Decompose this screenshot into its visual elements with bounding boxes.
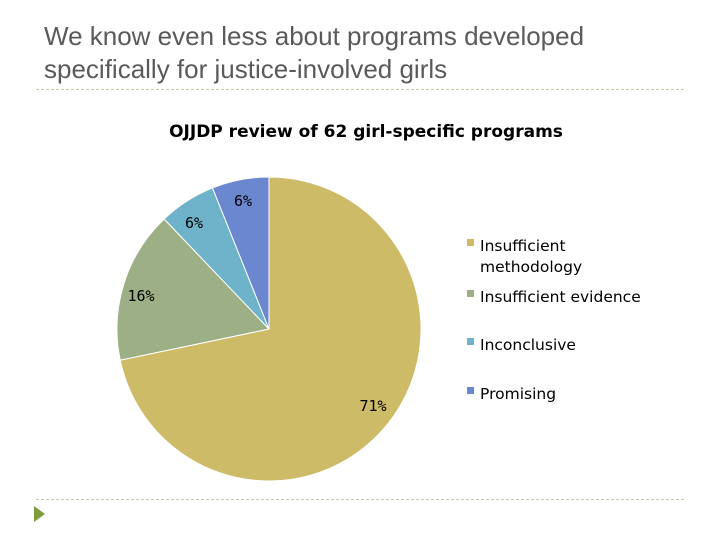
legend-swatch-promising xyxy=(467,387,474,394)
data-label-insufficient-methodology: 71% xyxy=(359,397,386,415)
slide-heading: We know even less about programs develop… xyxy=(44,20,684,86)
slide-heading-line2: specifically for justice-involved girls xyxy=(44,54,448,84)
legend-swatch-inconclusive xyxy=(467,338,474,345)
chart-title: OJJDP review of 62 girl-specific program… xyxy=(169,122,563,142)
legend-label-insufficient-evidence: Insufficient evidence xyxy=(480,288,641,306)
pie-slice-promising xyxy=(211,176,270,330)
legend-label-promising: Promising xyxy=(480,385,556,403)
legend-label-insufficient-methodology: Insufficient methodology xyxy=(480,237,582,276)
legend-swatch-insufficient-methodology xyxy=(467,239,474,246)
heading-divider xyxy=(36,89,684,90)
pie-slice-insufficient-methodology xyxy=(119,176,422,482)
bullet-arrow-icon xyxy=(34,506,45,522)
pie-slices xyxy=(116,176,422,482)
chart-legend: Insufficient methodology Insufficient evid… xyxy=(467,237,641,403)
footer-divider xyxy=(36,499,684,500)
pie-data-labels: 71% 16% 6% 6% xyxy=(127,192,386,415)
legend-label-inconclusive: Inconclusive xyxy=(480,336,576,354)
slide-heading-line1: We know even less about programs develop… xyxy=(44,21,585,51)
pie-slice-insufficient-evidence xyxy=(116,218,270,361)
legend-swatch-insufficient-evidence xyxy=(467,290,474,297)
data-label-inconclusive: 6% xyxy=(185,214,203,232)
data-label-promising: 6% xyxy=(234,192,252,210)
data-label-insufficient-evidence: 16% xyxy=(127,287,154,305)
